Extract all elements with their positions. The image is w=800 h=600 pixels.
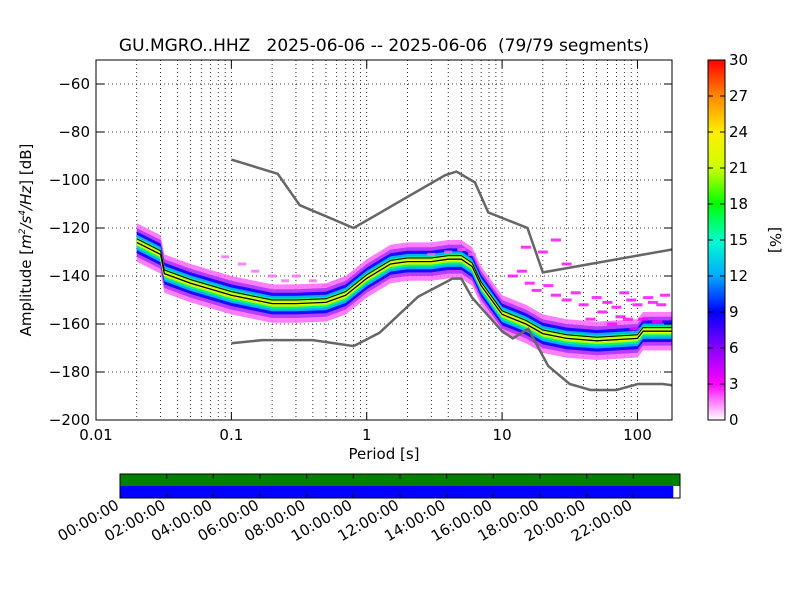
density-cell <box>632 303 643 307</box>
y-tick-label: −140 <box>49 267 90 285</box>
mode-line <box>136 238 672 338</box>
density-cell <box>543 284 554 288</box>
plot-area <box>136 158 672 392</box>
density-band <box>136 239 672 344</box>
density-cell <box>652 320 663 324</box>
density-cell <box>291 274 300 278</box>
density-cell <box>238 262 247 266</box>
density-cell <box>531 288 542 292</box>
colorbar-tick-label: 30 <box>729 51 748 69</box>
colorbar-tick-label: 6 <box>729 339 739 357</box>
density-cell <box>427 252 436 256</box>
density-cell <box>570 291 581 295</box>
density-cell <box>629 327 640 331</box>
y-tick-label: −160 <box>49 315 90 333</box>
colorbar-tick-label: 0 <box>729 411 739 429</box>
y-tick-label: −200 <box>49 411 90 429</box>
density-cell <box>622 317 633 321</box>
density-cell <box>444 250 453 254</box>
density-cell <box>468 252 477 256</box>
x-tick-label: 100 <box>623 426 652 444</box>
density-band <box>136 231 672 352</box>
density-cell <box>281 279 290 283</box>
density-cell <box>585 317 596 321</box>
density-cell <box>615 315 626 319</box>
colorbar-tick-label: 15 <box>729 231 748 249</box>
x-tick-label: 1 <box>362 426 372 444</box>
density-cell <box>607 322 618 326</box>
density-cell <box>638 317 649 321</box>
mean-line <box>136 241 672 342</box>
colorbar-tick-label: 24 <box>729 123 748 141</box>
density-cell <box>520 245 531 249</box>
colorbar-tick-label: 3 <box>729 375 739 393</box>
x-tick-label: 0.01 <box>79 426 112 444</box>
density-cell <box>321 284 330 288</box>
density-cell <box>516 269 527 273</box>
y-tick-label: −100 <box>49 171 90 189</box>
ticks <box>95 60 672 421</box>
y-tick-label: −180 <box>49 363 90 381</box>
density-cell <box>251 269 260 273</box>
density-cell <box>591 296 602 300</box>
colorbar-tick-label: 18 <box>729 195 748 213</box>
density-cell <box>561 262 572 266</box>
density-cell <box>507 274 518 278</box>
density-cell <box>626 298 637 302</box>
y-axis-label: Amplitude [m2/s4/Hz] [dB] <box>17 144 35 337</box>
density-cell <box>578 303 589 307</box>
density-cell <box>268 274 277 278</box>
density-cell <box>597 310 608 314</box>
density-cell <box>561 298 572 302</box>
density-cell <box>537 250 548 254</box>
noise-model-low <box>231 277 672 392</box>
chart-title: GU.MGRO..HHZ 2025-06-06 -- 2025-06-06 (7… <box>118 36 650 56</box>
density-cell <box>647 300 658 304</box>
colorbar-tick-label: 21 <box>729 159 748 177</box>
x-axis-label: Period [s] <box>348 445 419 463</box>
density-cell <box>550 293 561 297</box>
density-cell <box>602 300 613 304</box>
density-cell <box>643 296 654 300</box>
y-tick-label: −60 <box>58 75 90 93</box>
density-cell <box>611 305 622 309</box>
plot-frame <box>95 59 673 421</box>
density-cell <box>550 238 561 242</box>
x-tick-label: 10 <box>493 426 512 444</box>
colorbar-tick-label: 12 <box>729 267 748 285</box>
colorbar-label: [%] <box>766 227 784 253</box>
noise-model-high <box>230 158 672 274</box>
density-cell <box>660 293 671 297</box>
y-tick-label: −80 <box>58 123 90 141</box>
x-tick-label: 0.1 <box>219 426 243 444</box>
density-cell <box>619 291 630 295</box>
density-cell <box>524 281 535 285</box>
colorbar-tick-label: 9 <box>729 303 739 321</box>
density-cell <box>457 248 466 252</box>
density-cell <box>656 303 667 307</box>
colorbar-tick-label: 27 <box>729 87 748 105</box>
processed-segments-bar <box>120 486 674 498</box>
density-cell <box>308 279 317 283</box>
plot-background <box>96 60 672 420</box>
density-cell <box>221 255 230 259</box>
y-tick-label: −120 <box>49 219 90 237</box>
